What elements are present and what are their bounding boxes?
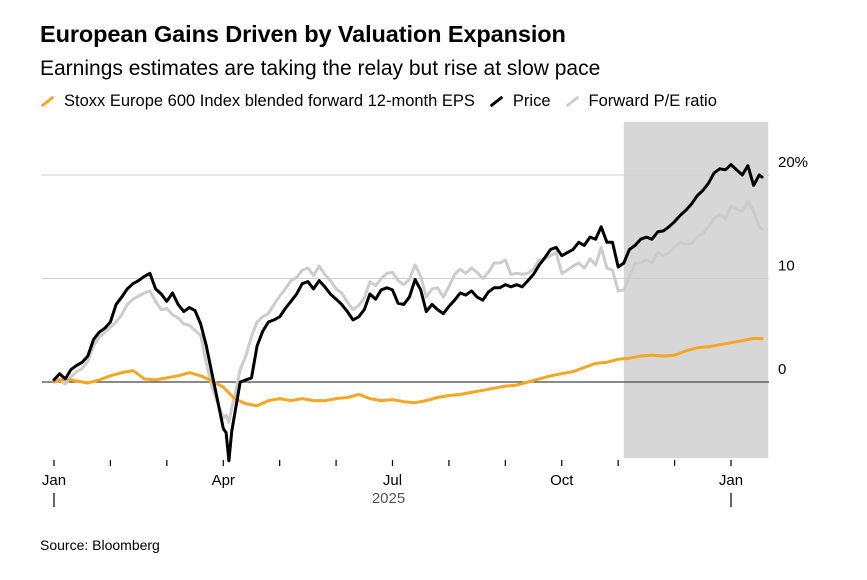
chart-legend: Stoxx Europe 600 Index blended forward 1… bbox=[40, 92, 731, 111]
legend-item-price: Price bbox=[489, 92, 551, 111]
x-tick-label-4: Jan bbox=[719, 472, 743, 489]
chart-subtitle: Earnings estimates are taking the relay … bbox=[40, 57, 601, 80]
legend-label-pe: Forward P/E ratio bbox=[588, 92, 717, 110]
x-tick-label-3: Oct bbox=[550, 472, 574, 489]
x-tick-label-1: Apr bbox=[212, 472, 235, 489]
eps-line bbox=[52, 337, 764, 408]
legend-label-price: Price bbox=[512, 92, 551, 110]
x-year-label: 2025 bbox=[372, 490, 405, 507]
x-tick-label-0: Jan bbox=[42, 472, 66, 489]
legend-label-eps: Stoxx Europe 600 Index blended forward 1… bbox=[64, 92, 475, 110]
legend-item-pe: Forward P/E ratio bbox=[565, 92, 717, 111]
price-line bbox=[52, 163, 764, 463]
pe-ratio-line bbox=[52, 199, 764, 424]
y-tick-label-20: 20% bbox=[778, 154, 808, 171]
source-note: Source: Bloomberg bbox=[40, 537, 160, 553]
y-tick-label-10: 10 bbox=[778, 258, 795, 275]
y-tick-label-0: 0 bbox=[778, 361, 786, 378]
shaded-region bbox=[623, 122, 769, 458]
legend-item-eps: Stoxx Europe 600 Index blended forward 1… bbox=[40, 92, 475, 111]
x-tick-label-2: Jul bbox=[383, 472, 402, 489]
chart-title: European Gains Driven by Valuation Expan… bbox=[40, 21, 566, 47]
